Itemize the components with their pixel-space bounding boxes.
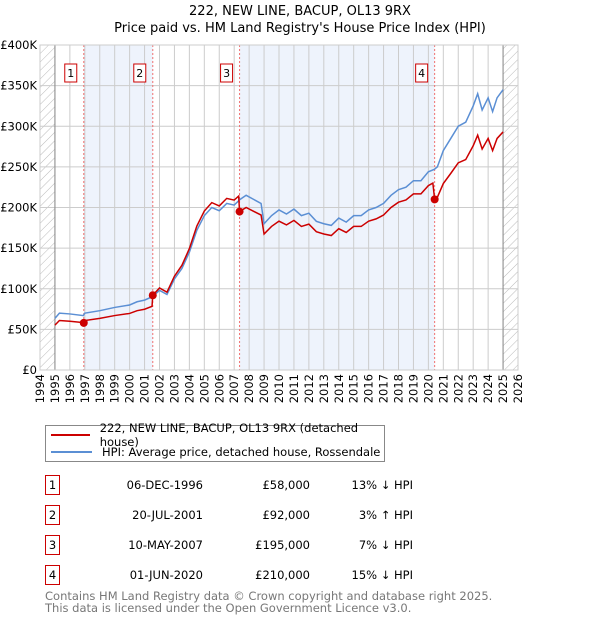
sale-label: 3 — [223, 67, 230, 80]
sale-label-box — [133, 63, 147, 83]
transaction-price: £92,000 — [262, 508, 310, 522]
x-tick-label: 2016 — [362, 374, 376, 403]
transaction-price: £195,000 — [255, 538, 310, 552]
transaction-row: 1 06-DEC-1996 £58,000 13% ↓ HPI — [45, 475, 445, 495]
transaction-date: 06-DEC-1996 — [126, 478, 203, 492]
sale-point — [430, 195, 439, 204]
plot: 1994 1995 1996 1997 1998 1999 2000 2001 2002 2003… — [0, 38, 525, 403]
sale-point — [79, 318, 88, 327]
x-tick-label: 2026 — [511, 374, 525, 403]
x-tick-label: 2000 — [123, 374, 137, 403]
transaction-hpi-diff: 3% ↑ HPI — [358, 508, 413, 522]
x-tick-label: 2001 — [138, 374, 152, 403]
y-tick-label: £0 — [22, 363, 37, 377]
x-tick-label: 2014 — [332, 374, 346, 403]
x-tick-label: 2017 — [377, 374, 391, 403]
y-tick-label: £50K — [8, 322, 38, 336]
x-tick-label: 2009 — [257, 374, 271, 403]
chart-title: 222, NEW LINE, BACUP, OL13 9RX — [189, 4, 411, 19]
y-tick-label: £200K — [0, 201, 37, 215]
transaction-price: £210,000 — [255, 568, 310, 582]
sale-label-box — [64, 63, 78, 83]
transaction-marker: 1 — [45, 475, 60, 495]
transaction-hpi-diff: 7% ↓ HPI — [358, 538, 413, 552]
footer-licence: This data is licensed under the Open Gov… — [45, 601, 412, 615]
x-tick-label: 2002 — [153, 374, 167, 403]
x-tick-label: 2021 — [436, 374, 450, 403]
sale-point — [148, 291, 157, 300]
transaction-row: 3 10-MAY-2007 £195,000 7% ↓ HPI — [45, 535, 445, 555]
legend: 222, NEW LINE, BACUP, OL13 9RX (detached… — [45, 421, 385, 462]
sale-point — [235, 207, 244, 216]
transaction-row: 2 20-JUL-2001 £92,000 3% ↑ HPI — [45, 505, 445, 525]
x-tick-label: 1996 — [63, 374, 77, 403]
legend-label: HPI: Average price, detached house, Ross… — [102, 445, 381, 459]
x-tick-label: 2003 — [167, 374, 181, 403]
x-tick-label: 2025 — [496, 374, 510, 403]
sale-label: 4 — [418, 67, 425, 80]
x-tick-label: 1995 — [48, 374, 62, 403]
x-tick-label: 2010 — [272, 374, 286, 403]
x-tick-label: 2008 — [242, 374, 256, 403]
x-tick-label: 2013 — [317, 374, 331, 403]
y-tick-label: £400K — [0, 38, 37, 52]
x-tick-label: 2007 — [227, 374, 241, 403]
sale-label: 2 — [136, 67, 143, 80]
y-tick-label: £100K — [0, 282, 37, 296]
y-tick-label: £250K — [0, 160, 37, 174]
x-tick-label: 1998 — [93, 374, 107, 403]
transaction-marker: 4 — [45, 565, 60, 585]
transaction-marker: 3 — [45, 535, 60, 555]
plot-border — [39, 44, 519, 371]
legend-label: 222, NEW LINE, BACUP, OL13 9RX (detached… — [99, 421, 359, 449]
x-tick-label: 2012 — [302, 374, 316, 403]
legend-swatch-blue — [51, 451, 92, 453]
transaction-hpi-diff: 15% ↓ HPI — [351, 568, 413, 582]
x-tick-label: 2019 — [406, 374, 420, 403]
footer-copyright: Contains HM Land Registry data © Crown c… — [45, 589, 493, 603]
transaction-hpi-diff: 13% ↓ HPI — [351, 478, 413, 492]
legend-item-hpi: HPI: Average price, detached house, Ross… — [51, 444, 380, 460]
legend-swatch-red — [51, 434, 90, 436]
x-tick-label: 2022 — [451, 374, 465, 403]
transaction-date: 20-JUL-2001 — [132, 508, 203, 522]
x-tick-label: 2015 — [347, 374, 361, 403]
x-tick-label: 2023 — [466, 374, 480, 403]
legend-item-property: 222, NEW LINE, BACUP, OL13 9RX (detached… — [51, 421, 384, 449]
sale-label: 1 — [67, 67, 74, 80]
transaction-date: 01-JUN-2020 — [129, 568, 203, 582]
x-tick-label: 2024 — [481, 374, 495, 403]
x-tick-label: 1999 — [108, 374, 122, 403]
x-tick-label: 2018 — [392, 374, 406, 403]
chart-subtitle: Price paid vs. HM Land Registry's House … — [114, 21, 486, 36]
transaction-date: 10-MAY-2007 — [128, 538, 203, 552]
x-tick-label: 2020 — [421, 374, 435, 403]
transaction-marker: 2 — [45, 505, 60, 525]
y-tick-label: £300K — [0, 119, 37, 133]
transaction-row: 4 01-JUN-2020 £210,000 15% ↓ HPI — [45, 565, 445, 585]
x-tick-label: 2011 — [287, 374, 301, 403]
transaction-price: £58,000 — [262, 478, 310, 492]
y-tick-label: £350K — [0, 79, 37, 93]
x-tick-label: 2005 — [197, 374, 211, 403]
x-tick-label: 1994 — [33, 374, 47, 403]
x-tick-label: 2004 — [182, 374, 196, 403]
y-tick-label: £150K — [0, 241, 37, 255]
x-tick-label: 1997 — [78, 374, 92, 403]
x-tick-label: 2006 — [212, 374, 226, 403]
sale-label-box — [220, 63, 234, 83]
sale-label-box — [415, 63, 429, 83]
